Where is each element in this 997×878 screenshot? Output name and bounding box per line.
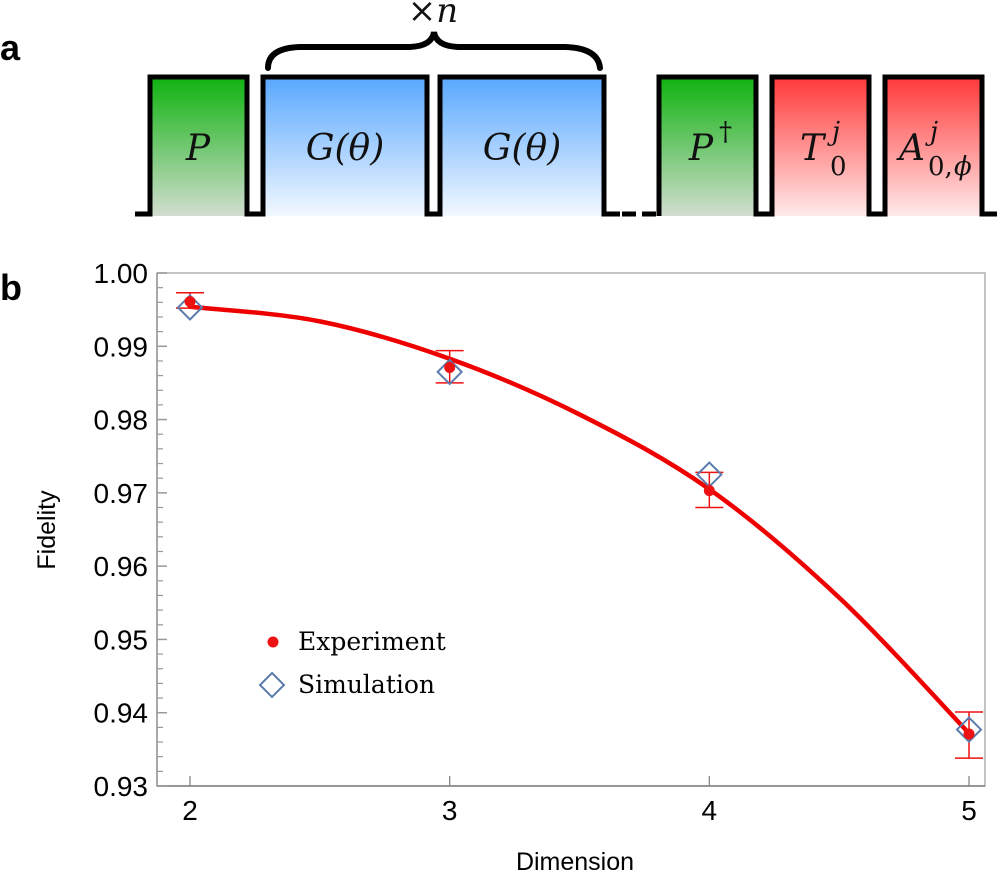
y-axis-title: Fidelity — [33, 490, 61, 570]
y-tick-label: 1.00 — [94, 258, 149, 289]
panel-b-label: b — [0, 267, 22, 308]
data-marks — [176, 292, 983, 759]
panel-a: a ×n P G(θ) G(θ) P † T j 0 — [0, 0, 997, 217]
gate-T-sub: 0 — [830, 152, 847, 182]
panel-a-label: a — [0, 27, 21, 68]
gate-T-label: T — [800, 128, 827, 169]
gate-P-label: P — [185, 128, 211, 169]
experiment-point — [703, 485, 715, 497]
fit-curve — [187, 304, 972, 736]
y-tick-label: 0.97 — [94, 478, 149, 509]
gate-Pdag-sup: † — [719, 117, 732, 147]
experiment-point — [444, 362, 456, 374]
legend-simulation-label: Simulation — [298, 670, 435, 699]
gate-P-fill — [152, 79, 245, 216]
legend-experiment-marker — [267, 636, 279, 648]
x-ticks: 2 3 4 5 — [182, 776, 977, 826]
experiment-point — [184, 296, 196, 308]
gate-Pdag: P † — [688, 117, 732, 169]
x-tick-label: 2 — [182, 795, 198, 826]
repeat-label: ×n — [408, 0, 458, 31]
simulation-point — [176, 294, 204, 321]
legend-experiment-label: Experiment — [298, 627, 446, 656]
repeat-brace — [265, 31, 603, 71]
gate-G2-fill — [442, 79, 602, 216]
pulse-sequence-outline-2 — [656, 74, 997, 217]
x-tick-label: 3 — [442, 795, 458, 826]
x-axis-title: Dimension — [516, 848, 634, 876]
y-tick-label: 0.93 — [94, 771, 149, 802]
gate-A-sub-phi: ϕ — [954, 152, 972, 182]
plot-frame — [156, 272, 986, 787]
gate-G1-fill — [265, 79, 425, 216]
gate-P: P — [185, 128, 211, 169]
gate-A-fill — [887, 79, 980, 216]
x-tick-label: 5 — [961, 795, 977, 826]
gate-T-fill — [774, 79, 867, 216]
gate-G1: G(θ) — [306, 128, 385, 169]
gate-A-sub: 0, — [928, 152, 953, 182]
gate-G1-label: G(θ) — [306, 128, 385, 169]
gate-Pdag-label: P — [688, 128, 714, 169]
y-ticks: 0.93 0.94 0.95 0.96 0.97 0.98 0.99 1.00 — [94, 258, 167, 802]
pulse-sequence-outline — [135, 74, 620, 217]
y-tick-label: 0.99 — [94, 331, 149, 362]
gate-G2-label: G(θ) — [483, 128, 562, 169]
gate-Pdag-fill — [661, 79, 754, 216]
x-tick-label: 4 — [702, 795, 718, 826]
legend-simulation-marker — [258, 671, 286, 699]
legend: Experiment Simulation — [258, 627, 446, 699]
y-tick-label: 0.96 — [94, 551, 149, 582]
gate-A-label: A — [896, 128, 925, 169]
y-tick-label: 0.95 — [94, 624, 149, 655]
experiment-point — [963, 728, 975, 740]
simulation-point — [955, 716, 983, 743]
y-tick-label: 0.98 — [94, 405, 149, 436]
gate-G2: G(θ) — [483, 128, 562, 169]
y-tick-label: 0.94 — [94, 698, 149, 729]
simulation-point — [436, 358, 464, 386]
